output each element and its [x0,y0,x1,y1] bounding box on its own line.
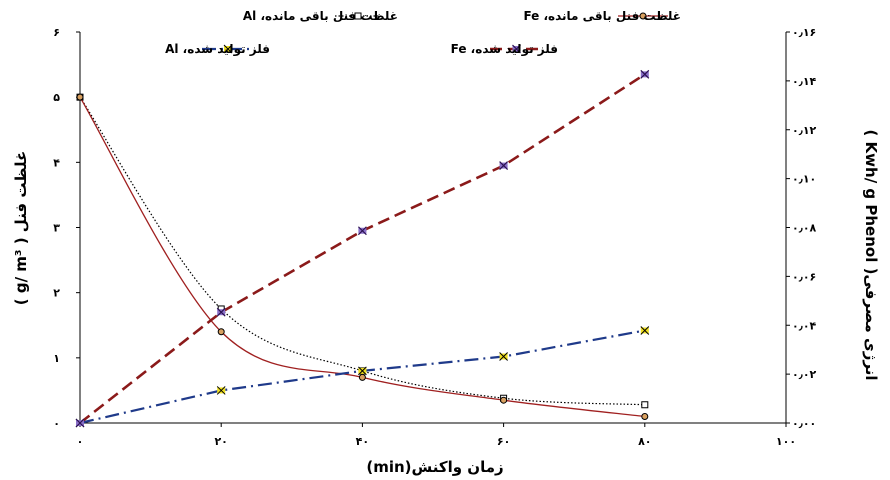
ticks: ۰ ۲۰ ۴۰ ۶۰ ۸۰ ۱۰۰ ۰ ۱ ۲ ۳ ۴ ۵ ۶ ۰٫۰۰ ۰٫۰۲ ۰٫۰۴ ۰٫۰۶ ۰٫۰۸ ۰… [53,26,816,448]
marker-cross [223,44,233,54]
data-point [217,328,225,336]
legend: غلظت فنل باقی مانده، Fe غلظت فنل باقی مان… [165,9,681,57]
x-tick-label: ۸۰ [638,435,651,448]
series [75,69,650,428]
left-y-tick-label: ۴ [53,156,60,169]
marker-cross [499,161,509,171]
marker-cross [216,307,226,317]
left-y-tick-label: ۵ [53,91,60,104]
data-point [216,307,226,317]
data-point [499,161,509,171]
marker-cross [499,352,508,361]
legend-item-0: غلظت فنل باقی مانده، Fe [523,9,681,23]
legend-label: غلظت فنل باقی مانده، Al [243,9,398,23]
marker-cross [216,386,226,395]
marker-cross [512,44,521,54]
right-y-tick-label: ۰٫۱۶ [792,26,816,39]
marker-cross [75,418,85,428]
left-y-axis-title: غلظت فنل ( g/ m³ ) [12,151,30,305]
data-point [216,386,226,395]
data-point [640,69,650,79]
legend-item-3: فلز تولید شده، Al [165,42,270,57]
right-y-tick-label: ۰٫۱۴ [792,75,817,88]
data-point [639,12,647,20]
right-y-tick-label: ۰٫۱۰ [792,173,816,186]
series-3 [75,69,650,428]
marker-cross [358,366,367,376]
legend-label: فلز تولید شده، Fe [451,42,558,57]
data-point [358,366,367,376]
x-tick-label: ۰ [77,435,84,448]
left-y-tick-label: ۰ [53,417,60,430]
legend-item-1: غلظت فنل باقی مانده، Al [243,9,398,23]
marker-cross [640,69,650,79]
data-point [76,93,84,101]
data-point [354,12,362,20]
right-y-tick-label: ۰٫۱۲ [792,124,817,137]
series-0 [76,93,649,409]
data-point [500,396,508,404]
right-y-tick-label: ۰٫۰۲ [792,368,817,381]
marker-cross [640,326,650,335]
data-point [641,412,649,420]
series-line [79,96,645,406]
data-point [357,226,367,236]
right-y-tick-label: ۰٫۰۶ [792,270,816,283]
data-point [640,326,650,335]
x-tick-label: ۲۰ [214,435,227,448]
data-point [75,418,85,428]
x-tick-label: ۴۰ [356,435,369,448]
legend-label: غلظت فنل باقی مانده، Fe [523,9,681,23]
marker-cross [357,226,367,236]
left-y-tick-label: ۶ [53,26,60,39]
legend-label: فلز تولید شده، Al [165,42,270,57]
x-axis-title: زمان واکنش(min) [366,458,503,476]
left-y-tick-label: ۲ [53,287,60,300]
right-y-tick-label: ۰٫۰۰ [792,417,816,430]
right-y-tick-label: ۰٫۰۴ [792,319,817,332]
data-point [358,373,366,381]
data-point [641,401,649,409]
left-y-tick-label: ۳ [53,222,60,235]
right-y-axis-title: انرژی مصرفی( Kwh/ g Phenol ) [862,129,880,380]
data-point [512,44,521,54]
left-y-tick-label: ۱ [53,352,60,365]
data-point [499,352,508,361]
data-point [223,44,233,54]
x-tick-label: ۶۰ [497,435,510,448]
legend-item-2: فلز تولید شده، Fe [451,42,558,57]
right-y-tick-label: ۰٫۰۸ [792,222,817,235]
x-tick-label: ۱۰۰ [776,435,796,448]
